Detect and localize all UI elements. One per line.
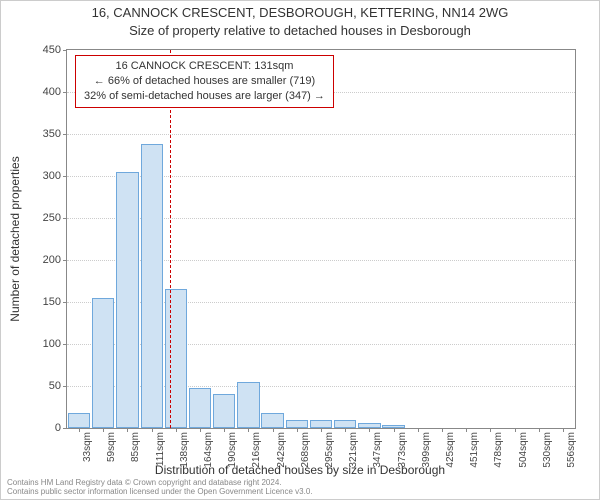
callout-line-2: ← 66% of detached houses are smaller (71…: [84, 74, 325, 89]
chart-title-subtitle: Size of property relative to detached ho…: [1, 23, 599, 38]
callout-line-1: 16 CANNOCK CRESCENT: 131sqm: [84, 59, 325, 74]
x-tick-mark: [369, 428, 370, 432]
x-tick-mark: [515, 428, 516, 432]
property-callout: 16 CANNOCK CRESCENT: 131sqm← 66% of deta…: [75, 55, 334, 108]
histogram-bar: [237, 382, 259, 428]
y-tick-mark: [63, 218, 67, 219]
footer-line-1: Contains HM Land Registry data © Crown c…: [7, 478, 313, 488]
x-tick-mark: [466, 428, 467, 432]
y-tick-label: 0: [55, 422, 61, 434]
plot-area: 05010015020025030035040045033sqm59sqm85s…: [66, 49, 576, 429]
y-tick-mark: [63, 386, 67, 387]
x-tick-mark: [418, 428, 419, 432]
x-tick-mark: [539, 428, 540, 432]
histogram-bar: [261, 413, 283, 428]
histogram-bar: [141, 144, 163, 428]
x-tick-mark: [103, 428, 104, 432]
x-tick-mark: [321, 428, 322, 432]
y-tick-mark: [63, 302, 67, 303]
histogram-bar: [189, 388, 211, 428]
y-tick-mark: [63, 92, 67, 93]
y-tick-mark: [63, 344, 67, 345]
y-tick-label: 250: [43, 212, 61, 224]
y-tick-label: 50: [49, 380, 61, 392]
x-tick-mark: [345, 428, 346, 432]
histogram-bar: [334, 420, 356, 428]
x-tick-mark: [200, 428, 201, 432]
y-tick-mark: [63, 260, 67, 261]
y-tick-mark: [63, 176, 67, 177]
x-tick-label: 85sqm: [130, 432, 141, 462]
x-tick-label: 111sqm: [155, 432, 166, 466]
y-tick-label: 200: [43, 254, 61, 266]
y-tick-label: 300: [43, 170, 61, 182]
y-tick-label: 350: [43, 128, 61, 140]
histogram-bar: [310, 420, 332, 428]
callout-line-3: 32% of semi-detached houses are larger (…: [84, 89, 325, 104]
gridline: [67, 134, 575, 135]
footer-line-2: Contains public sector information licen…: [7, 487, 313, 497]
x-tick-mark: [79, 428, 80, 432]
x-tick-mark: [273, 428, 274, 432]
y-tick-label: 150: [43, 296, 61, 308]
x-tick-mark: [152, 428, 153, 432]
histogram-bar: [286, 420, 308, 428]
x-tick-mark: [490, 428, 491, 432]
y-tick-mark: [63, 134, 67, 135]
x-tick-label: 33sqm: [82, 432, 93, 462]
y-tick-label: 400: [43, 86, 61, 98]
x-tick-mark: [127, 428, 128, 432]
y-tick-label: 100: [43, 338, 61, 350]
x-tick-mark: [442, 428, 443, 432]
chart-container: 16, CANNOCK CRESCENT, DESBOROUGH, KETTER…: [0, 0, 600, 500]
x-axis-label: Distribution of detached houses by size …: [1, 463, 599, 477]
x-tick-mark: [224, 428, 225, 432]
histogram-bar: [165, 289, 187, 428]
footer-attribution: Contains HM Land Registry data © Crown c…: [7, 478, 313, 497]
x-tick-mark: [563, 428, 564, 432]
histogram-bar: [68, 413, 90, 428]
histogram-bar: [213, 394, 235, 428]
x-tick-mark: [297, 428, 298, 432]
x-tick-mark: [394, 428, 395, 432]
x-tick-label: 59sqm: [106, 432, 117, 462]
histogram-bar: [116, 172, 138, 428]
y-tick-mark: [63, 428, 67, 429]
x-tick-mark: [176, 428, 177, 432]
y-axis-label: Number of detached properties: [8, 156, 22, 321]
y-tick-label: 450: [43, 44, 61, 56]
y-tick-mark: [63, 50, 67, 51]
histogram-bar: [92, 298, 114, 428]
x-tick-mark: [248, 428, 249, 432]
chart-title-address: 16, CANNOCK CRESCENT, DESBOROUGH, KETTER…: [1, 5, 599, 20]
